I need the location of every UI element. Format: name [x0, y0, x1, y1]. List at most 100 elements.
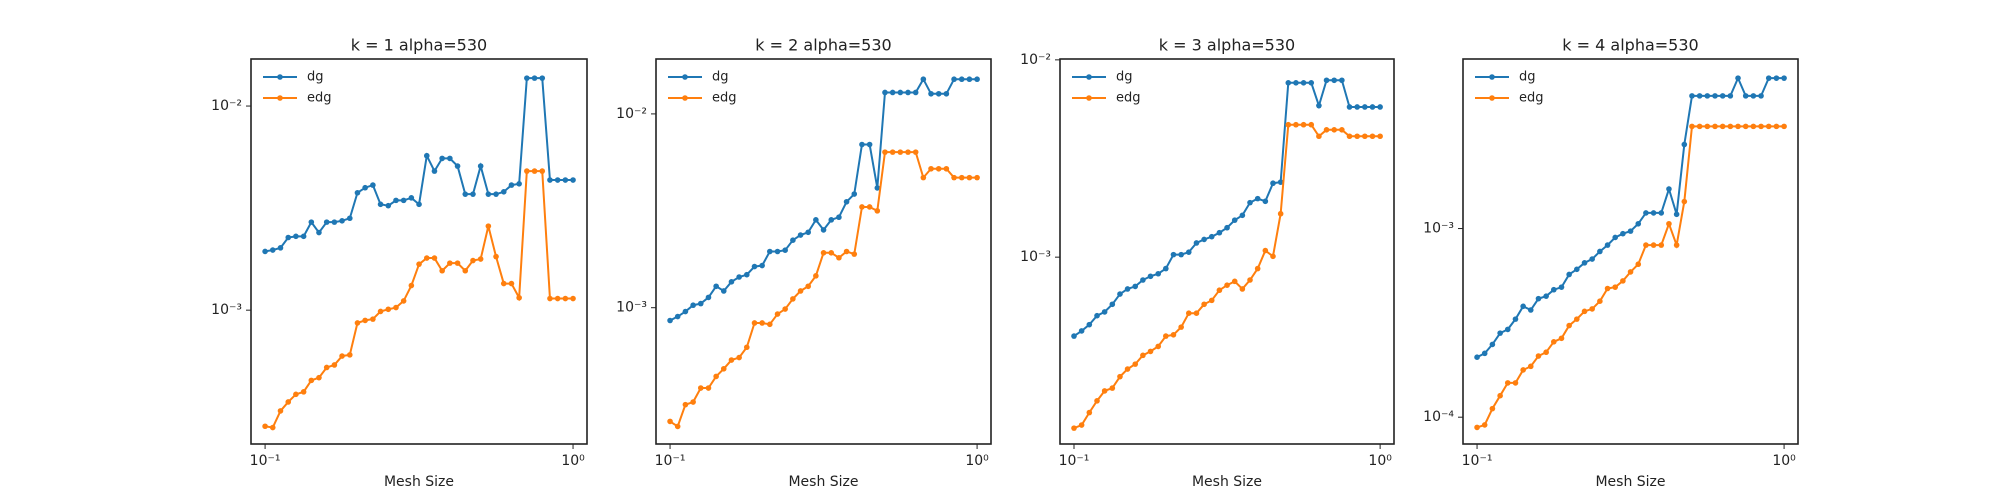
point	[1620, 230, 1626, 237]
point	[966, 174, 973, 181]
point	[431, 255, 438, 261]
point	[859, 204, 865, 210]
series-line	[1073, 123, 1381, 430]
point	[362, 184, 368, 191]
point	[1543, 349, 1549, 356]
point	[462, 191, 469, 197]
point	[1178, 251, 1184, 258]
point	[1254, 265, 1261, 272]
point	[1247, 199, 1253, 206]
point	[516, 180, 522, 187]
point	[1293, 121, 1299, 128]
point	[262, 248, 268, 255]
point	[539, 75, 546, 81]
point	[1666, 186, 1672, 192]
point	[1208, 233, 1215, 240]
point	[423, 152, 430, 159]
legend-marker	[682, 95, 688, 101]
point	[570, 177, 576, 183]
point	[1369, 104, 1376, 110]
legend-marker	[1086, 95, 1092, 101]
point	[1224, 282, 1230, 288]
point	[805, 283, 811, 290]
point	[1231, 278, 1238, 285]
point	[774, 248, 781, 255]
point	[1735, 75, 1741, 81]
point	[1627, 228, 1634, 234]
point	[958, 174, 965, 181]
point	[1604, 285, 1611, 292]
legend-marker	[682, 74, 688, 80]
point	[1262, 247, 1269, 254]
point	[354, 189, 361, 196]
point	[293, 233, 299, 240]
point	[682, 401, 689, 408]
y-tick-label: 10⁻³	[211, 302, 242, 318]
point	[339, 353, 345, 359]
point	[462, 267, 469, 274]
point	[1163, 265, 1169, 272]
point	[500, 189, 507, 195]
point	[1719, 123, 1726, 130]
point	[1735, 123, 1741, 130]
point	[1247, 277, 1253, 283]
point	[362, 317, 368, 324]
point	[1773, 75, 1780, 81]
point	[269, 424, 276, 431]
series-line	[1476, 125, 1785, 429]
point	[1117, 373, 1123, 380]
point	[285, 234, 292, 241]
point	[751, 320, 758, 326]
point	[1293, 80, 1299, 86]
legend-label: edg	[712, 91, 737, 106]
point	[1520, 303, 1526, 310]
point	[828, 217, 835, 223]
point	[767, 321, 773, 328]
point	[524, 168, 530, 174]
point	[866, 141, 873, 148]
point	[1481, 422, 1488, 428]
point	[1627, 269, 1634, 275]
point	[547, 177, 553, 183]
point	[562, 295, 569, 302]
point	[1712, 93, 1718, 99]
point	[1101, 388, 1108, 394]
point	[836, 254, 842, 261]
point	[1254, 195, 1261, 202]
point	[1270, 253, 1276, 260]
point	[1535, 353, 1542, 359]
point	[697, 300, 704, 307]
point	[1504, 326, 1511, 333]
point	[1216, 229, 1223, 236]
point	[1512, 316, 1519, 322]
point	[470, 191, 476, 197]
point	[1635, 220, 1642, 227]
point	[1216, 287, 1223, 294]
point	[1270, 180, 1276, 187]
point	[1078, 422, 1085, 428]
point	[1155, 270, 1162, 277]
y-tick-label: 10⁻³	[616, 300, 647, 316]
point	[1071, 425, 1077, 431]
point	[1696, 93, 1703, 99]
point	[339, 218, 345, 224]
point	[293, 391, 299, 398]
point	[493, 253, 499, 260]
axes-frame	[655, 58, 992, 445]
point	[920, 174, 927, 181]
point	[912, 89, 919, 96]
point	[1589, 256, 1595, 262]
point	[1504, 380, 1511, 386]
point	[1650, 210, 1657, 216]
point	[308, 219, 315, 225]
point	[1704, 123, 1711, 130]
point	[905, 89, 911, 96]
point	[1604, 242, 1611, 248]
point	[1704, 93, 1711, 99]
point	[843, 198, 850, 205]
point	[554, 177, 561, 183]
point	[547, 295, 553, 302]
point	[1147, 273, 1154, 280]
point	[1155, 343, 1162, 350]
y-tick-label: 10⁻²	[1020, 52, 1051, 68]
